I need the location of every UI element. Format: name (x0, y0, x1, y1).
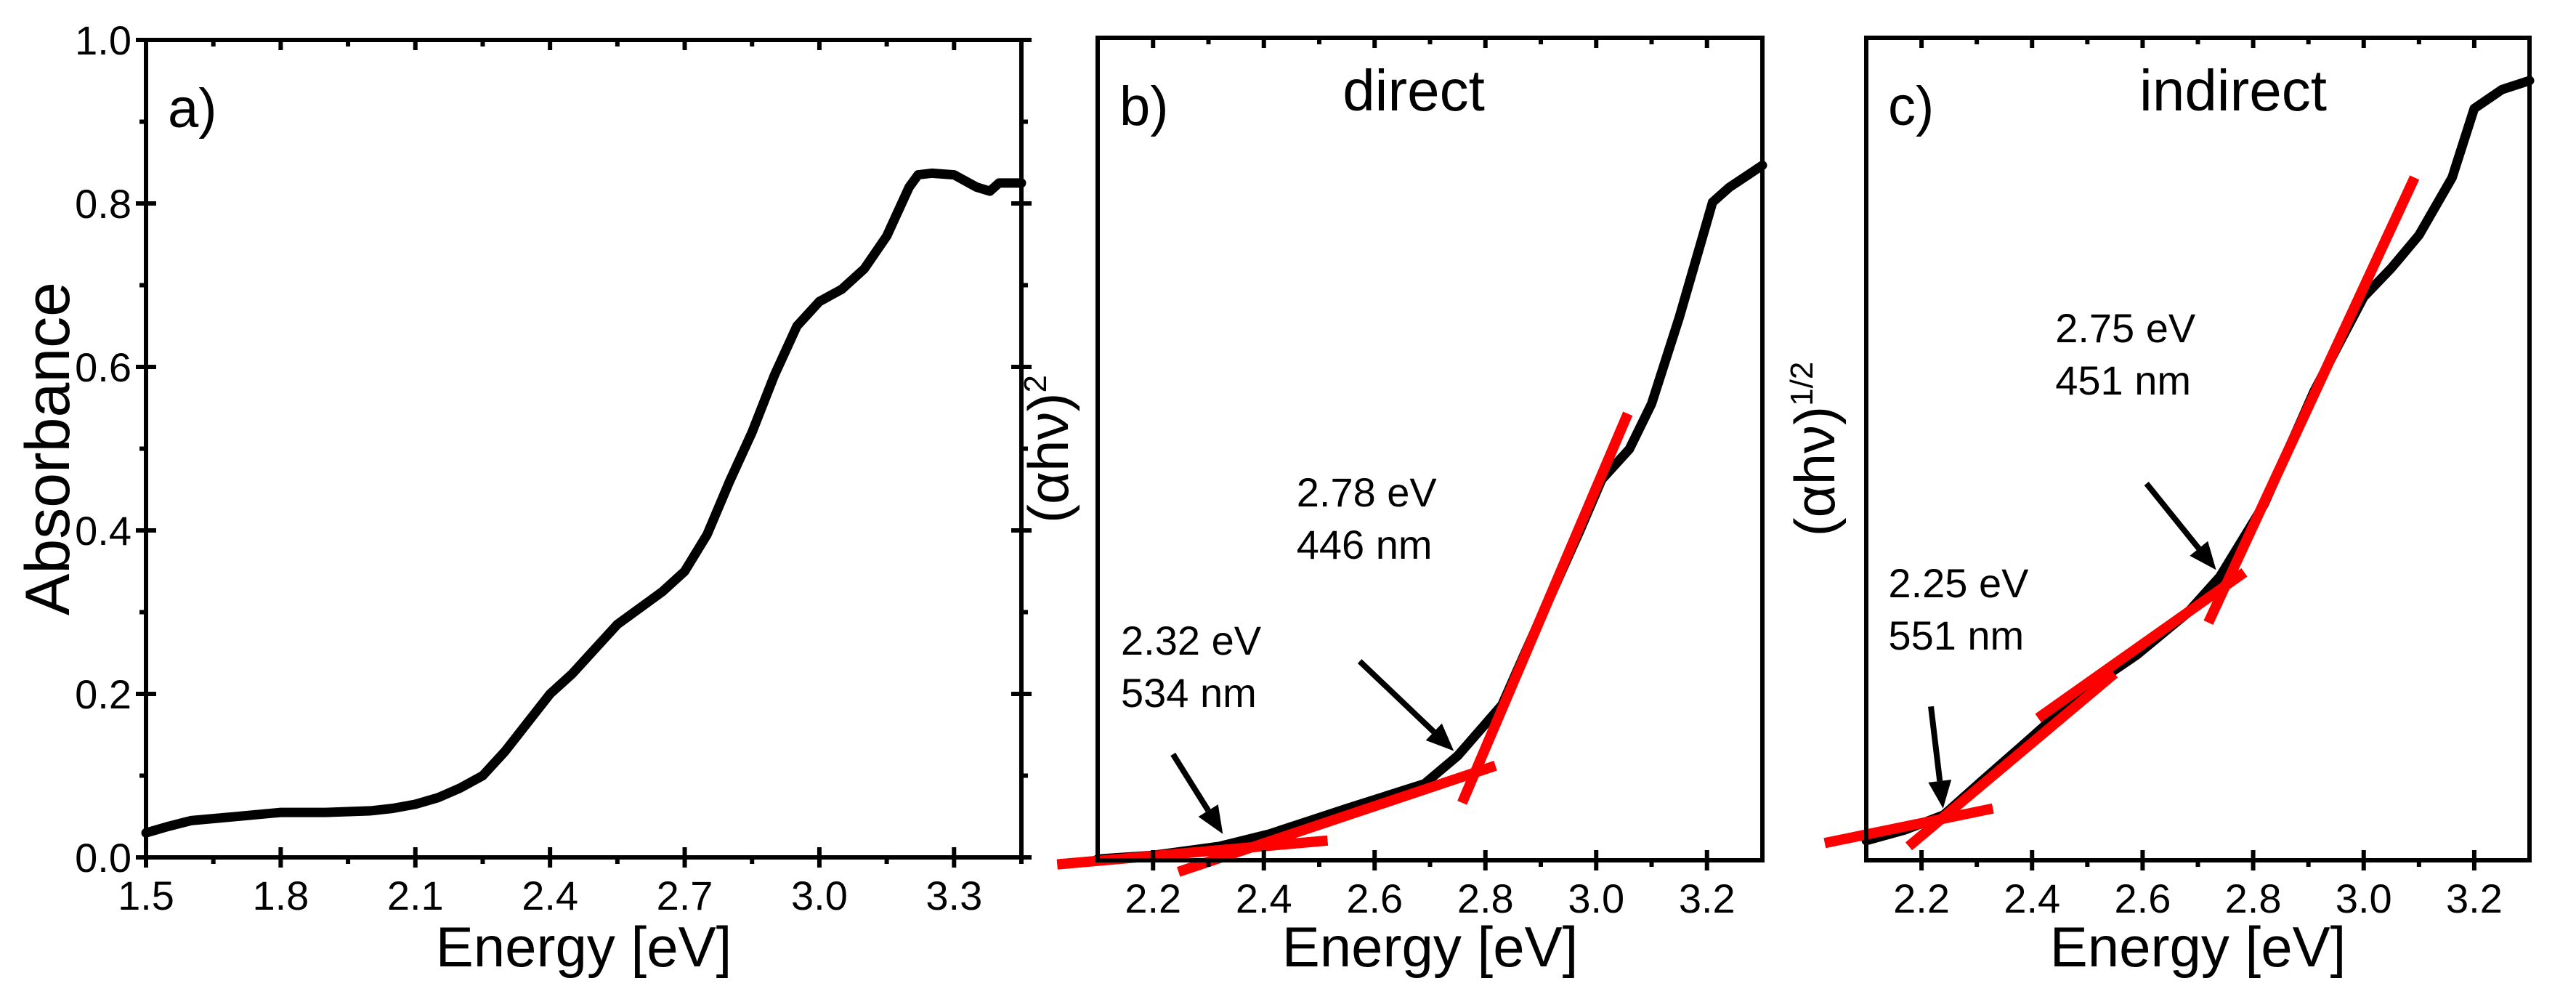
arrow-shaft (1170, 752, 1211, 812)
arrow-head-icon (1928, 780, 1952, 809)
annotation-text: 446 nm (1297, 522, 1433, 567)
annotation-text: 534 nm (1121, 670, 1257, 716)
x-tick-label: 2.7 (657, 873, 713, 918)
y-tick-label: 0.2 (75, 671, 131, 717)
x-tick-label: 3.2 (2446, 876, 2503, 921)
x-tick-label: 3.0 (1568, 876, 1624, 921)
x-axis-label: Energy [eV] (2050, 915, 2346, 979)
panel-label: a) (168, 78, 217, 140)
arrow-head-icon (1425, 723, 1454, 751)
y-axis-label-text: (αhν) (1783, 406, 1847, 536)
y-axis-label: Absorbance (13, 282, 83, 615)
panel-b: 2.2 2.4 2.6 2.8 3.0 3.2 Energy [eV] (αhν)2 b) dir… (1016, 36, 1767, 979)
y-axis-label: (αhν)2 (1016, 375, 1080, 523)
annotation-1: 2.32 eV 534 nm (1121, 618, 1262, 834)
y-tick-label: 0.6 (75, 344, 131, 390)
arrow-head-icon (1198, 804, 1223, 834)
panel-c: 2.2 2.4 2.6 2.8 3.0 3.2 Energy [eV] (αhν)1/2 c) i… (1783, 36, 2535, 979)
arrow-head-icon (2190, 541, 2216, 570)
y-axis-label-text: Absorbance (13, 282, 83, 615)
annotation-text: 2.32 eV (1121, 618, 1262, 663)
fit-line-overlay-2 (1177, 761, 1497, 877)
annotation-text: 451 nm (2055, 357, 2191, 403)
panel-a: 1.5 1.8 2.1 2.4 2.7 3.0 3.3 0.0 0.2 0.4 0.6 0.8 1.0 E… (13, 17, 1032, 979)
x-tick-label: 1.8 (252, 873, 309, 918)
x-tick-label: 3.2 (1679, 876, 1735, 921)
plot-frame (1864, 36, 2532, 862)
x-axis-label: Energy [eV] (1282, 915, 1579, 979)
x-tick-label: 2.2 (1125, 876, 1181, 921)
y-tick-label: 0.4 (75, 508, 131, 554)
annotation-1: 2.25 eV 551 nm (1888, 560, 2029, 809)
arrow-shaft (1928, 706, 1943, 782)
y-axis-label-superscript: 1/2 (1784, 362, 1820, 406)
annotation-text: 551 nm (1888, 613, 2024, 658)
fit-line-overlay-1 (1823, 803, 1994, 849)
x-tick-label: 3.0 (791, 873, 848, 918)
y-tick-label: 0.8 (75, 181, 131, 227)
x-tick-label: 2.2 (1893, 876, 1950, 921)
plot-frame (144, 38, 1024, 860)
y-tick-label: 1.0 (75, 17, 131, 63)
x-tick-label: 1.5 (118, 873, 174, 918)
x-tick-label: 2.4 (2004, 876, 2060, 921)
y-axis-label-text: (αhν) (1016, 393, 1080, 523)
data-curve (1861, 76, 2535, 846)
x-tick-label: 2.8 (1457, 876, 1514, 921)
x-tick-label: 2.1 (387, 873, 444, 918)
arrow-shaft (2144, 482, 2201, 551)
annotation-2: 2.75 eV 451 nm (2055, 305, 2216, 570)
annotation-text: 2.78 eV (1297, 469, 1438, 515)
y-tick-label: 0.0 (75, 835, 131, 881)
x-tick-label: 3.3 (926, 873, 982, 918)
fit-line-overlay-3 (1457, 411, 1633, 805)
x-axis-label: Energy [eV] (436, 915, 732, 979)
arrow-shaft (1357, 659, 1436, 735)
panel-title: indirect (2139, 58, 2327, 123)
fit-line-overlay-4 (2203, 175, 2420, 625)
fit-line-overlay-3 (2035, 568, 2248, 722)
annotation-text: 2.75 eV (2055, 305, 2196, 351)
x-tick-label: 3.0 (2336, 876, 2392, 921)
x-tick-label: 2.4 (1236, 876, 1292, 921)
panel-label: c) (1888, 76, 1934, 137)
x-tick-label: 2.4 (522, 873, 578, 918)
annotation-text: 2.25 eV (1888, 560, 2029, 606)
y-axis-label-superscript: 2 (1018, 375, 1053, 392)
panel-title: direct (1342, 58, 1485, 123)
y-axis-label: (αhν)1/2 (1783, 362, 1847, 537)
annotation-2: 2.78 eV 446 nm (1297, 469, 1454, 751)
x-tick-label: 2.8 (2225, 876, 2282, 921)
panel-label: b) (1119, 76, 1169, 137)
x-tick-label: 2.6 (2114, 876, 2171, 921)
x-tick-label: 2.6 (1346, 876, 1403, 921)
data-curve (141, 168, 1026, 838)
fit-line-overlay-2 (1905, 669, 2118, 851)
